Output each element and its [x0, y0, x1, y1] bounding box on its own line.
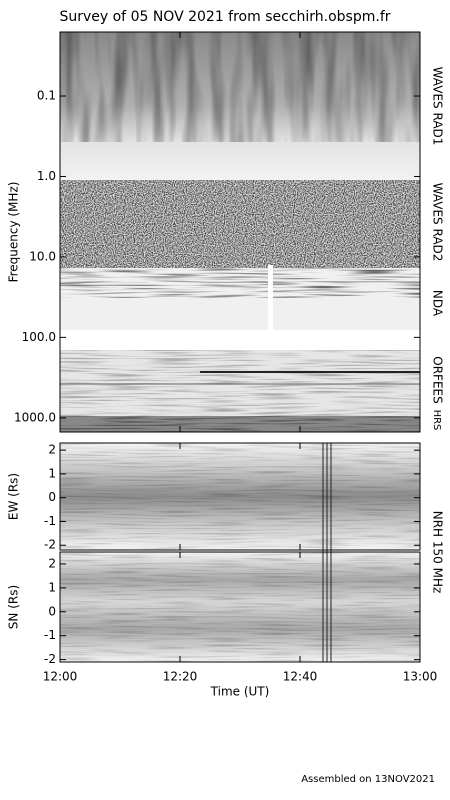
chart-title: Survey of 05 NOV 2021 from secchirh.obsp… [59, 9, 390, 25]
y-tick-label: 0.1 [37, 89, 56, 103]
y-tick-label: 2 [48, 556, 56, 570]
y-tick-label: -2 [44, 538, 56, 552]
y-tick-label: 1000.0 [14, 410, 56, 424]
y-tick-label: -1 [44, 514, 56, 528]
nrh-image [60, 443, 420, 662]
instrument-label: ORFEES [431, 356, 445, 403]
y-tick-label: -1 [44, 628, 56, 642]
plot-frame [59, 31, 421, 433]
y-tick-label: 1 [48, 466, 56, 480]
y-axis-label: EW (Rs) [7, 473, 21, 520]
y-tick-label: 1.0 [37, 169, 56, 183]
instrument-label: NDA [431, 290, 445, 317]
x-tick-label: 12:00 [43, 670, 78, 684]
y-tick-label: 1 [48, 580, 56, 594]
y-tick-label: 10.0 [29, 249, 56, 263]
instrument-label: WAVES RAD1 [431, 67, 445, 146]
y-tick-label: 2 [48, 443, 56, 457]
x-tick-label: 12:40 [283, 670, 318, 684]
y-axis-label: SN (Rs) [7, 585, 21, 629]
instrument-label: HRS [431, 410, 442, 431]
instrument-label: WAVES RAD2 [431, 183, 445, 262]
y-tick-label: 0 [48, 604, 56, 618]
footer-note: Assembled on 13NOV2021 [301, 774, 435, 785]
instrument-label: NRH 150 MHz [431, 511, 445, 594]
x-axis-label: Time (UT) [210, 685, 270, 699]
x-tick-label: 13:00 [403, 670, 438, 684]
spectrogram-image [60, 32, 420, 432]
plot-frame [59, 442, 421, 551]
y-tick-label: 100.0 [22, 330, 56, 344]
y-tick-label: 0 [48, 490, 56, 504]
x-tick-label: 12:20 [163, 670, 198, 684]
y-tick-label: -2 [44, 652, 56, 666]
plot-frame [59, 551, 421, 663]
y-axis-label: Frequency (MHz) [7, 182, 21, 283]
